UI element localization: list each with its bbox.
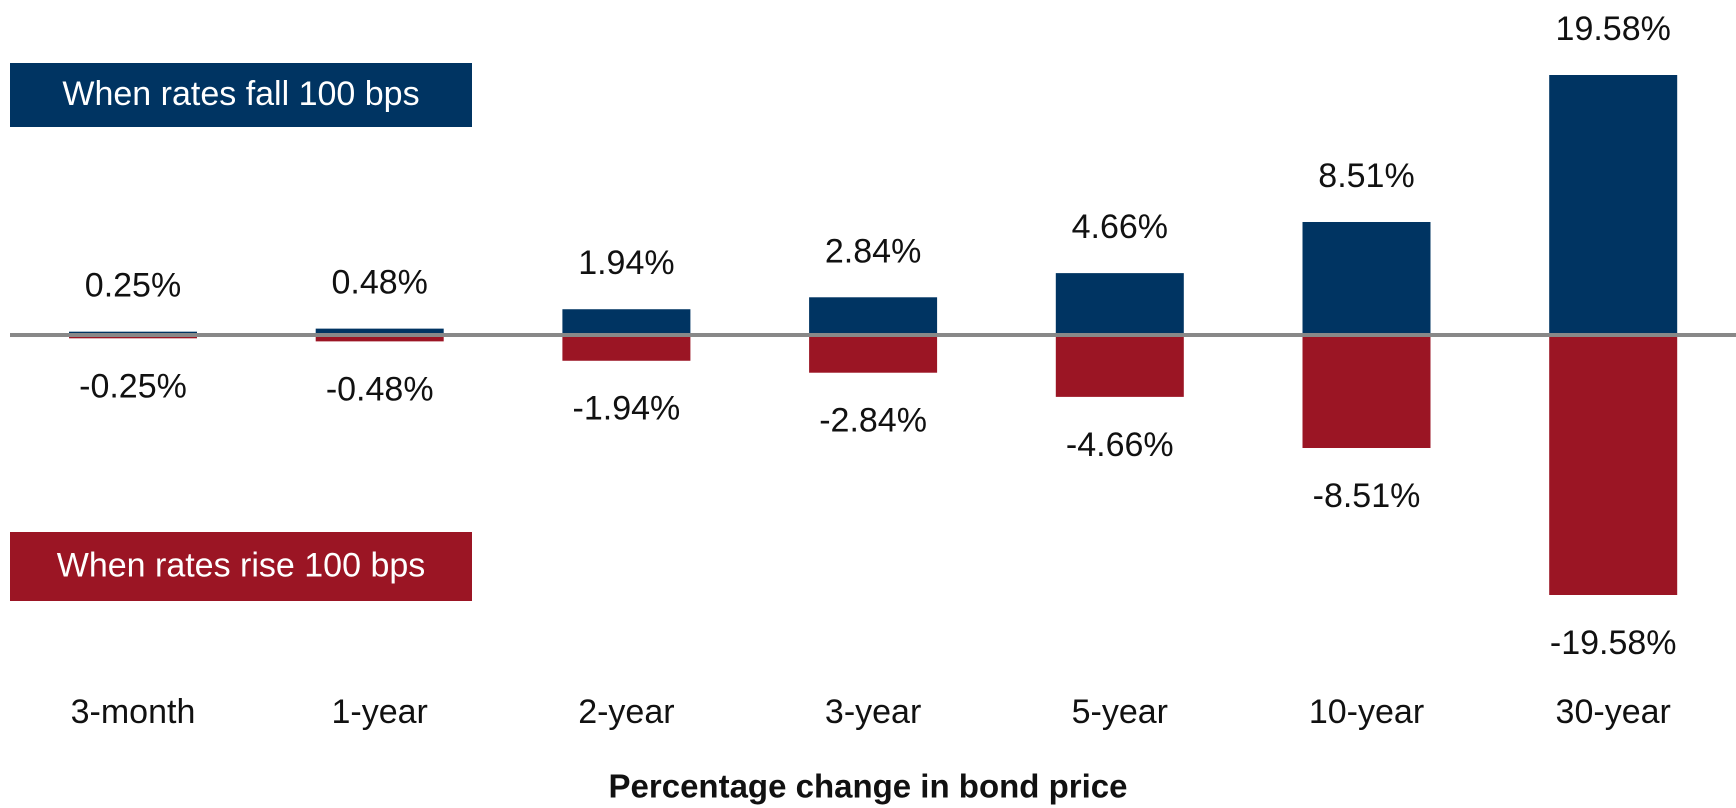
legend-label: When rates rise 100 bps — [57, 546, 426, 584]
bar — [1055, 335, 1184, 397]
value-label: 0.25% — [85, 267, 181, 305]
value-label: -0.25% — [79, 367, 187, 405]
value-label: 1.94% — [578, 244, 674, 282]
legend-box — [10, 63, 472, 127]
bar — [1055, 273, 1184, 335]
x-tick-label: 3-month — [71, 693, 196, 731]
value-label: 2.84% — [825, 232, 921, 270]
bar — [562, 335, 691, 361]
bar — [1302, 221, 1431, 335]
bar — [809, 335, 938, 373]
legend-box — [10, 532, 472, 601]
x-tick-label: 2-year — [578, 693, 674, 731]
legend-label: When rates fall 100 bps — [62, 75, 419, 113]
x-tick-label: 1-year — [332, 693, 428, 731]
bar — [1549, 335, 1678, 595]
bar — [315, 328, 444, 335]
value-label: -2.84% — [819, 402, 927, 440]
x-tick-label: 10-year — [1309, 693, 1424, 731]
x-tick-label: 3-year — [825, 693, 921, 731]
bar — [1549, 75, 1678, 335]
bar — [315, 335, 444, 342]
value-label: 0.48% — [331, 264, 427, 302]
value-label: 8.51% — [1318, 157, 1414, 195]
value-label: -8.51% — [1313, 477, 1421, 515]
bar — [562, 309, 691, 335]
bar — [1302, 335, 1431, 449]
value-label: 19.58% — [1556, 10, 1671, 48]
value-label: 4.66% — [1072, 208, 1168, 246]
x-axis-title: Percentage change in bond price — [609, 768, 1128, 805]
value-label: -19.58% — [1550, 624, 1677, 662]
value-label: -0.48% — [326, 370, 434, 408]
bar — [809, 297, 938, 335]
x-tick-label: 5-year — [1072, 693, 1168, 731]
x-tick-label: 30-year — [1556, 693, 1671, 731]
value-label: -4.66% — [1066, 426, 1174, 464]
value-label: -1.94% — [573, 390, 681, 428]
